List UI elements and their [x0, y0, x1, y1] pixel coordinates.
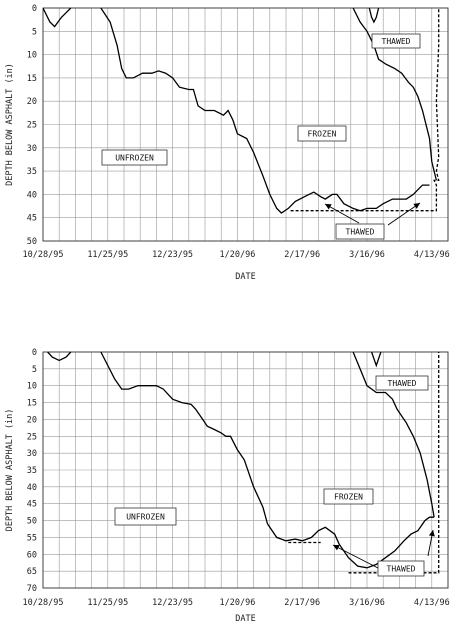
frost-depth-line — [43, 7, 72, 28]
annotation-label: THAWED — [388, 379, 417, 388]
annotation-label: UNFROZEN — [126, 513, 165, 522]
x-tick-label: 4/13/96 — [414, 250, 450, 260]
y-tick-label: 35 — [27, 466, 37, 476]
x-tick-label: 3/16/96 — [349, 598, 385, 608]
arrow-head — [413, 203, 420, 209]
y-tick-label: 45 — [27, 214, 37, 224]
annotation-box — [375, 375, 429, 391]
annotation-box — [377, 560, 425, 577]
y-tick-label: 5 — [32, 365, 37, 375]
frost-depth-line — [100, 351, 435, 569]
frost-depth-line — [47, 351, 72, 362]
y-tick-label: 65 — [27, 567, 37, 577]
annotation-arrow — [332, 544, 379, 569]
annotation-label: THAWED — [387, 565, 416, 574]
y-tick-label: 45 — [27, 500, 37, 510]
y-tick-label: 0 — [32, 4, 37, 14]
x-tick-label: 10/28/95 — [23, 250, 64, 260]
frost-depth-line — [368, 7, 380, 24]
y-tick-label: 25 — [27, 432, 37, 442]
plot-frame — [42, 351, 449, 589]
plot-frame — [42, 7, 449, 242]
y-tick-label: 40 — [27, 190, 37, 200]
upper-chart: 0 5 10 15 20 25 30 35 40 45 50 10/28/95 11/25/95 12/2… — [5, 4, 450, 282]
x-tick-label: 4/13/96 — [414, 598, 450, 608]
lower-chart: 0 5 10 15 20 25 30 35 40 45 50 55 60 65 70 10/28/95 11/2… — [5, 348, 450, 624]
x-tick-label: 11/25/95 — [87, 250, 128, 260]
x-axis-label: DATE — [235, 272, 255, 282]
y-tick-label: 50 — [27, 517, 37, 527]
y-tick-label: 25 — [27, 121, 37, 131]
y-tick-label: 20 — [27, 415, 37, 425]
y-tick-label: 40 — [27, 483, 37, 493]
annotation-arrow — [387, 202, 421, 226]
annotation-label: THAWED — [346, 228, 375, 237]
x-tick-label: 12/23/95 — [152, 598, 193, 608]
annotation-label: THAWED — [382, 37, 411, 46]
x-tick-label: 2/17/96 — [284, 250, 320, 260]
y-tick-label: 10 — [27, 382, 37, 392]
x-axis-label: DATE — [235, 614, 255, 624]
annotation-box — [335, 223, 385, 240]
arrow-head — [428, 530, 435, 537]
annotation-box — [101, 149, 168, 166]
thaw-depth-line — [290, 8, 440, 212]
x-tick-label: 3/16/96 — [349, 250, 385, 260]
annotation-label: FROZEN — [334, 493, 363, 502]
x-tick-label: 12/23/95 — [152, 250, 193, 260]
x-tick-label: 1/20/96 — [219, 250, 255, 260]
y-tick-label: 20 — [27, 97, 37, 107]
x-tick-label: 2/17/96 — [284, 598, 320, 608]
y-tick-label: 15 — [27, 399, 37, 409]
x-tick-label: 10/28/95 — [23, 598, 64, 608]
annotation-box — [297, 125, 347, 142]
arrow-head — [325, 204, 332, 210]
y-tick-label: 0 — [32, 348, 37, 358]
annotation-box — [114, 507, 177, 526]
y-axis-label: DEPTH BELOW ASPHALT (in) — [5, 63, 15, 186]
y-tick-label: 10 — [27, 51, 37, 61]
frost-depth-line — [100, 7, 430, 214]
x-tick-label: 1/20/96 — [219, 598, 255, 608]
y-tick-label: 30 — [27, 144, 37, 154]
y-tick-label: 50 — [27, 237, 37, 247]
x-tick-label: 11/25/95 — [87, 598, 128, 608]
frost-depth-line — [352, 351, 435, 518]
y-tick-label: 70 — [27, 584, 37, 594]
y-tick-label: 15 — [27, 74, 37, 84]
y-axis-label: DEPTH BELOW ASPHALT (in) — [5, 409, 15, 532]
y-tick-label: 5 — [32, 27, 37, 37]
frost-depth-line — [370, 351, 382, 368]
plot-data — [43, 7, 440, 214]
y-tick-label: 30 — [27, 449, 37, 459]
y-tick-label: 60 — [27, 550, 37, 560]
annotation-label: FROZEN — [308, 130, 337, 139]
plot-data — [47, 351, 440, 574]
frost-depth-line — [352, 7, 438, 181]
y-tick-label: 55 — [27, 533, 37, 543]
annotation-box — [371, 33, 421, 49]
y-tick-label: 35 — [27, 167, 37, 177]
arrow-head — [333, 545, 340, 551]
annotation-arrow — [324, 203, 360, 224]
annotation-label: UNFROZEN — [115, 154, 154, 163]
annotation-box — [323, 488, 374, 505]
